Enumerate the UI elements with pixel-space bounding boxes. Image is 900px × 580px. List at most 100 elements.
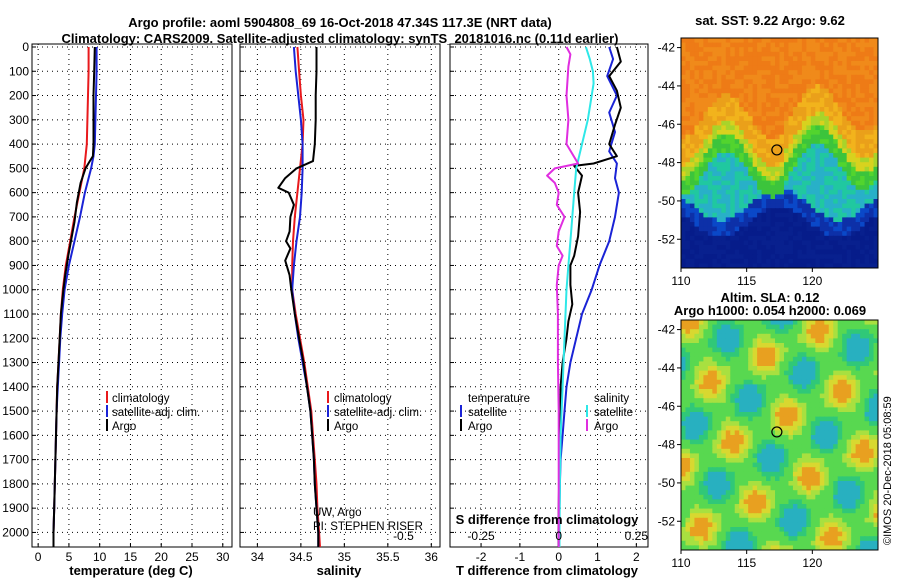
map-cell — [685, 194, 691, 200]
map-cell — [846, 254, 852, 260]
map-cell — [788, 435, 794, 441]
map-cell — [846, 120, 852, 126]
map-cell — [707, 42, 713, 48]
map-cell — [698, 254, 704, 260]
map-cell — [752, 162, 758, 168]
map-cell — [801, 435, 807, 441]
map-cell — [801, 536, 807, 542]
map-cell — [712, 107, 718, 113]
map-cell — [734, 540, 740, 546]
map-cell — [694, 402, 700, 408]
map-cell — [851, 384, 857, 390]
map-cell — [806, 343, 812, 349]
map-cell — [694, 130, 700, 136]
map-cell — [851, 416, 857, 422]
map-cell — [685, 125, 691, 131]
map-cell — [734, 231, 740, 237]
map-cell — [810, 84, 816, 90]
map-cell — [681, 425, 687, 431]
map-cell — [770, 116, 776, 122]
map-cell — [783, 148, 790, 154]
map-cell — [864, 231, 870, 237]
map-cell — [681, 143, 687, 149]
map-cell — [694, 481, 700, 487]
map-cell — [797, 444, 803, 450]
map-cell — [792, 116, 799, 122]
map-cell — [833, 56, 839, 62]
map-cell — [783, 139, 790, 145]
map-cell — [833, 324, 839, 330]
map-cell — [819, 366, 825, 372]
map-cell — [819, 531, 825, 537]
map-cell — [779, 107, 785, 113]
map-cell — [752, 56, 758, 62]
map-cell — [775, 366, 781, 372]
map-cell — [689, 199, 696, 205]
map-cell — [766, 356, 772, 362]
map-cell — [775, 212, 781, 218]
map-cell — [828, 74, 834, 80]
map-cell — [815, 245, 821, 251]
map-cell — [797, 254, 803, 260]
map-cell — [689, 231, 696, 237]
map-cell — [689, 329, 696, 335]
map-cell — [734, 494, 740, 500]
map-cell — [819, 111, 825, 117]
map-cell — [716, 458, 722, 464]
map-cell — [681, 180, 687, 186]
map-cell — [783, 398, 790, 404]
map-cell — [743, 51, 749, 57]
map-cell — [761, 79, 767, 85]
map-cell — [792, 240, 799, 246]
map-cell — [734, 531, 740, 537]
map-cell — [703, 166, 709, 172]
map-cell — [770, 531, 776, 537]
map-cell — [788, 370, 794, 376]
map-cell — [770, 347, 776, 353]
map-cell — [801, 203, 807, 209]
map-cell — [734, 343, 740, 349]
map-cell — [788, 439, 794, 445]
map-cell — [775, 356, 781, 362]
map-cell — [792, 212, 799, 218]
map-cell — [712, 88, 718, 94]
map-cell — [806, 70, 812, 76]
map-cell — [864, 430, 870, 436]
map-cell — [828, 458, 834, 464]
map-cell — [819, 425, 825, 431]
map-cell — [698, 38, 704, 44]
map-cell — [739, 79, 745, 85]
map-cell — [873, 527, 878, 533]
map-cell — [734, 329, 740, 335]
map-cell — [681, 421, 687, 427]
map-cell — [685, 203, 691, 209]
map-cell — [851, 458, 857, 464]
map-cell — [752, 375, 758, 381]
map-cell — [779, 384, 785, 390]
map-cell — [734, 240, 740, 246]
map-cell — [788, 97, 794, 103]
map-cell — [828, 389, 834, 395]
map-cell — [828, 494, 834, 500]
map-cell — [846, 240, 852, 246]
map-cell — [743, 97, 749, 103]
map-cell — [869, 162, 875, 168]
map-cell — [837, 527, 843, 533]
map-cell — [869, 153, 875, 159]
map-cell — [766, 448, 772, 454]
map-cell — [819, 522, 825, 528]
map-cell — [703, 107, 709, 113]
map-cell — [792, 471, 799, 477]
map-cell — [792, 125, 799, 131]
map-cell — [842, 425, 848, 431]
map-cell — [694, 240, 700, 246]
map-cell — [761, 226, 767, 232]
map-cell — [860, 324, 866, 330]
map-cell — [864, 162, 870, 168]
map-cell — [712, 504, 718, 510]
map-cell — [698, 125, 704, 131]
map-cell — [860, 412, 866, 418]
map-cell — [842, 338, 848, 344]
map-cell — [685, 329, 691, 335]
map-cell — [869, 194, 875, 200]
